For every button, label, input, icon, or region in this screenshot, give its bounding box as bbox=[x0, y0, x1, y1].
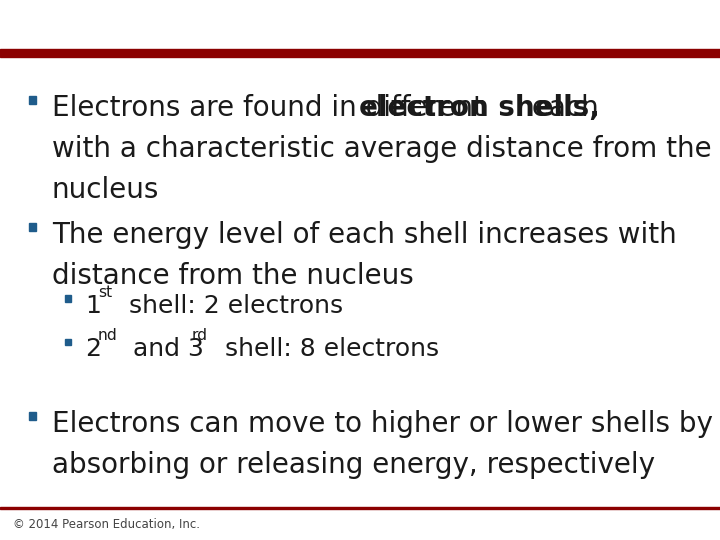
Bar bbox=[65, 295, 71, 302]
Bar bbox=[0, 49, 720, 57]
Text: nucleus: nucleus bbox=[52, 176, 159, 204]
Text: absorbing or releasing energy, respectively: absorbing or releasing energy, respectiv… bbox=[52, 451, 655, 479]
Text: distance from the nucleus: distance from the nucleus bbox=[52, 262, 413, 290]
Text: Electrons can move to higher or lower shells by: Electrons can move to higher or lower sh… bbox=[52, 410, 713, 438]
Bar bbox=[29, 96, 36, 104]
Text: electron shells,: electron shells, bbox=[359, 94, 600, 123]
Bar bbox=[29, 223, 36, 231]
Bar bbox=[0, 507, 720, 509]
Text: and 3: and 3 bbox=[125, 338, 204, 361]
Text: Electrons are found in different: Electrons are found in different bbox=[52, 94, 492, 123]
Text: 1: 1 bbox=[85, 294, 101, 318]
Text: shell: 8 electrons: shell: 8 electrons bbox=[217, 338, 439, 361]
Text: shell: 2 electrons: shell: 2 electrons bbox=[121, 294, 343, 318]
Text: nd: nd bbox=[98, 328, 117, 343]
Text: with a characteristic average distance from the: with a characteristic average distance f… bbox=[52, 135, 711, 163]
Bar bbox=[29, 412, 36, 420]
Text: each: each bbox=[523, 94, 599, 123]
Text: The energy level of each shell increases with: The energy level of each shell increases… bbox=[52, 221, 677, 249]
Text: st: st bbox=[98, 285, 112, 300]
Bar bbox=[65, 339, 71, 345]
Text: © 2014 Pearson Education, Inc.: © 2014 Pearson Education, Inc. bbox=[13, 518, 200, 531]
Text: 2: 2 bbox=[85, 338, 101, 361]
Text: rd: rd bbox=[192, 328, 207, 343]
